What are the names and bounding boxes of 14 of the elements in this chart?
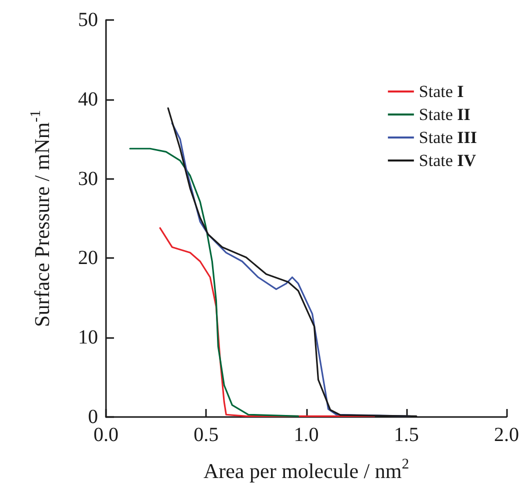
legend-label: State I — [418, 82, 464, 101]
y-tick-label: 10 — [78, 326, 98, 349]
legend-label: State III — [418, 128, 478, 147]
legend-label: State II — [418, 105, 471, 124]
y-tick-label: 20 — [78, 247, 98, 270]
y-tick-label: 30 — [78, 168, 98, 190]
y-tick-label: 40 — [78, 88, 98, 110]
x-tick-label: 1.0 — [294, 424, 319, 446]
legend-label: State IV — [418, 151, 477, 170]
x-tick-label: 2.0 — [494, 424, 519, 446]
y-tick-label: 50 — [78, 9, 98, 31]
x-tick-label: 0.5 — [194, 424, 219, 446]
x-tick-label: 1.5 — [394, 424, 419, 446]
y-axis-title: Surface Pressure / mNm-1 — [28, 110, 54, 327]
